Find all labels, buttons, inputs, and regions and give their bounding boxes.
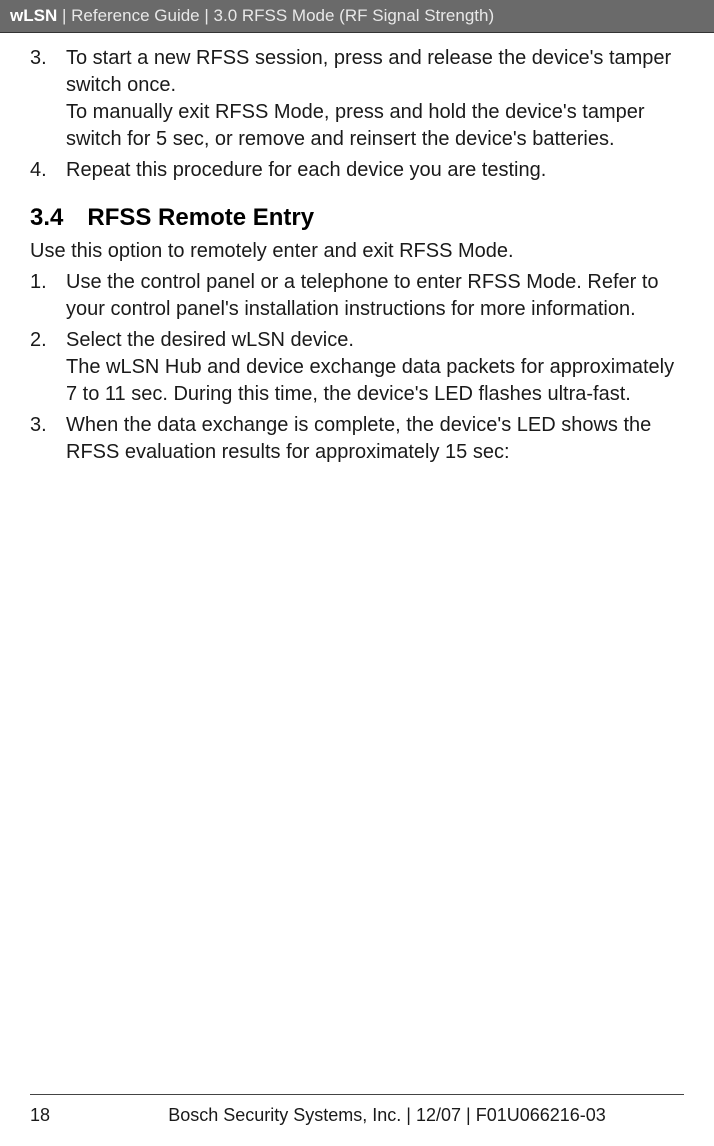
section-heading: 3.4 RFSS Remote Entry xyxy=(30,204,684,232)
header-sep1: | xyxy=(57,6,71,25)
list-item: 2. Select the desired wLSN device. The w… xyxy=(66,327,684,408)
footer-text: Bosch Security Systems, Inc. | 12/07 | F… xyxy=(50,1105,684,1126)
list-number: 1. xyxy=(30,269,47,296)
section-intro: Use this option to remotely enter and ex… xyxy=(30,238,684,265)
page-header: wLSN | Reference Guide | 3.0 RFSS Mode (… xyxy=(0,0,714,33)
list-text: Repeat this procedure for each device yo… xyxy=(66,159,546,181)
list-text: Use the control panel or a telephone to … xyxy=(66,271,659,320)
header-doc-title: Reference Guide xyxy=(71,6,200,25)
list-text: To start a new RFSS session, press and r… xyxy=(66,47,671,96)
section-list: 1. Use the control panel or a telephone … xyxy=(30,269,684,466)
continued-list: 3. To start a new RFSS session, press an… xyxy=(30,45,684,184)
header-product: wLSN xyxy=(10,6,57,25)
list-text: The wLSN Hub and device exchange data pa… xyxy=(66,356,674,405)
list-text: To manually exit RFSS Mode, press and ho… xyxy=(66,101,645,150)
section-number: 3.4 xyxy=(30,204,63,232)
header-section: 3.0 RFSS Mode (RF Signal Strength) xyxy=(214,6,495,25)
list-text: Select the desired wLSN device. xyxy=(66,329,354,351)
page-number: 18 xyxy=(30,1105,50,1126)
list-item: 1. Use the control panel or a telephone … xyxy=(66,269,684,323)
list-item: 3. When the data exchange is complete, t… xyxy=(66,412,684,466)
list-number: 3. xyxy=(30,45,47,72)
page-content: 3. To start a new RFSS session, press an… xyxy=(0,33,714,466)
list-number: 3. xyxy=(30,412,47,439)
section-title: RFSS Remote Entry xyxy=(87,204,314,231)
header-sep2: | xyxy=(200,6,214,25)
list-item: 3. To start a new RFSS session, press an… xyxy=(66,45,684,153)
list-number: 2. xyxy=(30,327,47,354)
page-footer: 18 Bosch Security Systems, Inc. | 12/07 … xyxy=(30,1094,684,1126)
list-number: 4. xyxy=(30,157,47,184)
list-item: 4. Repeat this procedure for each device… xyxy=(66,157,684,184)
list-text: When the data exchange is complete, the … xyxy=(66,414,651,463)
